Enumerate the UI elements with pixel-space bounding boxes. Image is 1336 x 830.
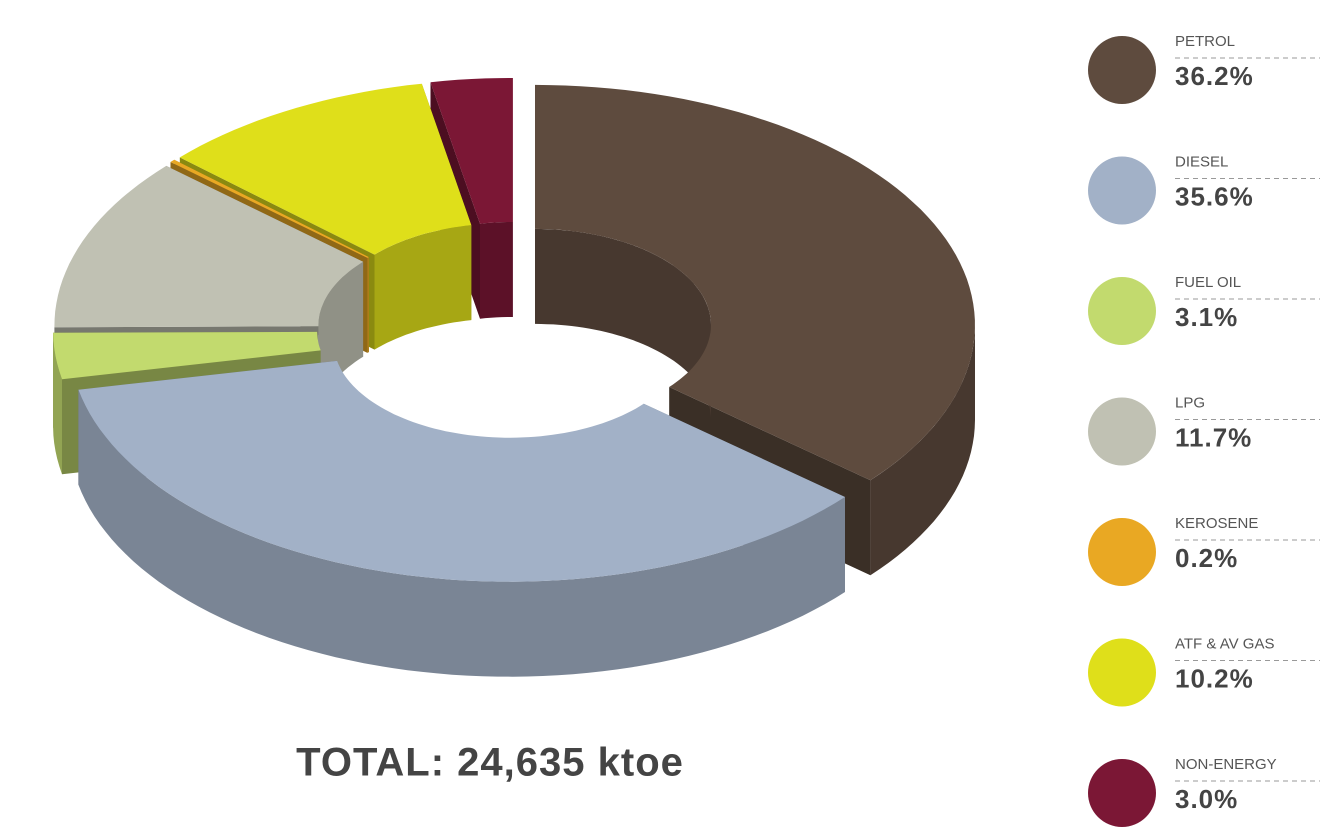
legend-value: 11.7% bbox=[1175, 422, 1252, 452]
total-label: TOTAL: 24,635 ktoe bbox=[296, 741, 684, 785]
legend-label: NON-ENERGY bbox=[1175, 756, 1277, 773]
legend-swatch bbox=[1088, 397, 1156, 466]
slice-side bbox=[78, 389, 845, 677]
slice-side bbox=[367, 257, 369, 353]
slice-side bbox=[480, 222, 513, 319]
slice bbox=[53, 331, 321, 380]
slice-side bbox=[53, 332, 62, 475]
legend-label: FUEL OIL bbox=[1175, 274, 1241, 291]
legend-swatch bbox=[1088, 156, 1156, 225]
slice-side bbox=[535, 228, 711, 420]
slice bbox=[54, 165, 364, 328]
slice bbox=[535, 84, 975, 481]
legend-swatch bbox=[1088, 638, 1156, 707]
legend-value: 36.2% bbox=[1175, 61, 1254, 91]
slice bbox=[78, 360, 845, 582]
legend-value: 35.6% bbox=[1175, 181, 1254, 211]
slice-side bbox=[374, 225, 472, 350]
legend-swatch bbox=[1088, 277, 1156, 345]
legend-swatch bbox=[1088, 36, 1156, 104]
slice bbox=[170, 159, 369, 258]
legend-label: ATF & AV GAS bbox=[1175, 635, 1274, 652]
legend-value: 3.1% bbox=[1175, 302, 1238, 332]
legend-swatch bbox=[1088, 759, 1156, 827]
legend-swatch bbox=[1088, 518, 1156, 586]
legend-value: 10.2% bbox=[1175, 663, 1254, 693]
slice bbox=[179, 83, 472, 255]
legend-label: PETROL bbox=[1175, 33, 1235, 50]
slice bbox=[78, 360, 845, 677]
legend-label: KEROSENE bbox=[1175, 515, 1258, 532]
slice-side bbox=[870, 324, 975, 576]
legend: PETROL 36.2% DIESEL 35.6% FUEL OIL 3.1% LPG 11.… bbox=[1088, 33, 1320, 827]
legend-value: 3.0% bbox=[1175, 784, 1238, 814]
donut bbox=[53, 78, 975, 677]
legend-value: 0.2% bbox=[1175, 543, 1238, 573]
slice bbox=[430, 78, 513, 224]
legend-label: LPG bbox=[1175, 394, 1205, 411]
legend-label: DIESEL bbox=[1175, 153, 1228, 170]
